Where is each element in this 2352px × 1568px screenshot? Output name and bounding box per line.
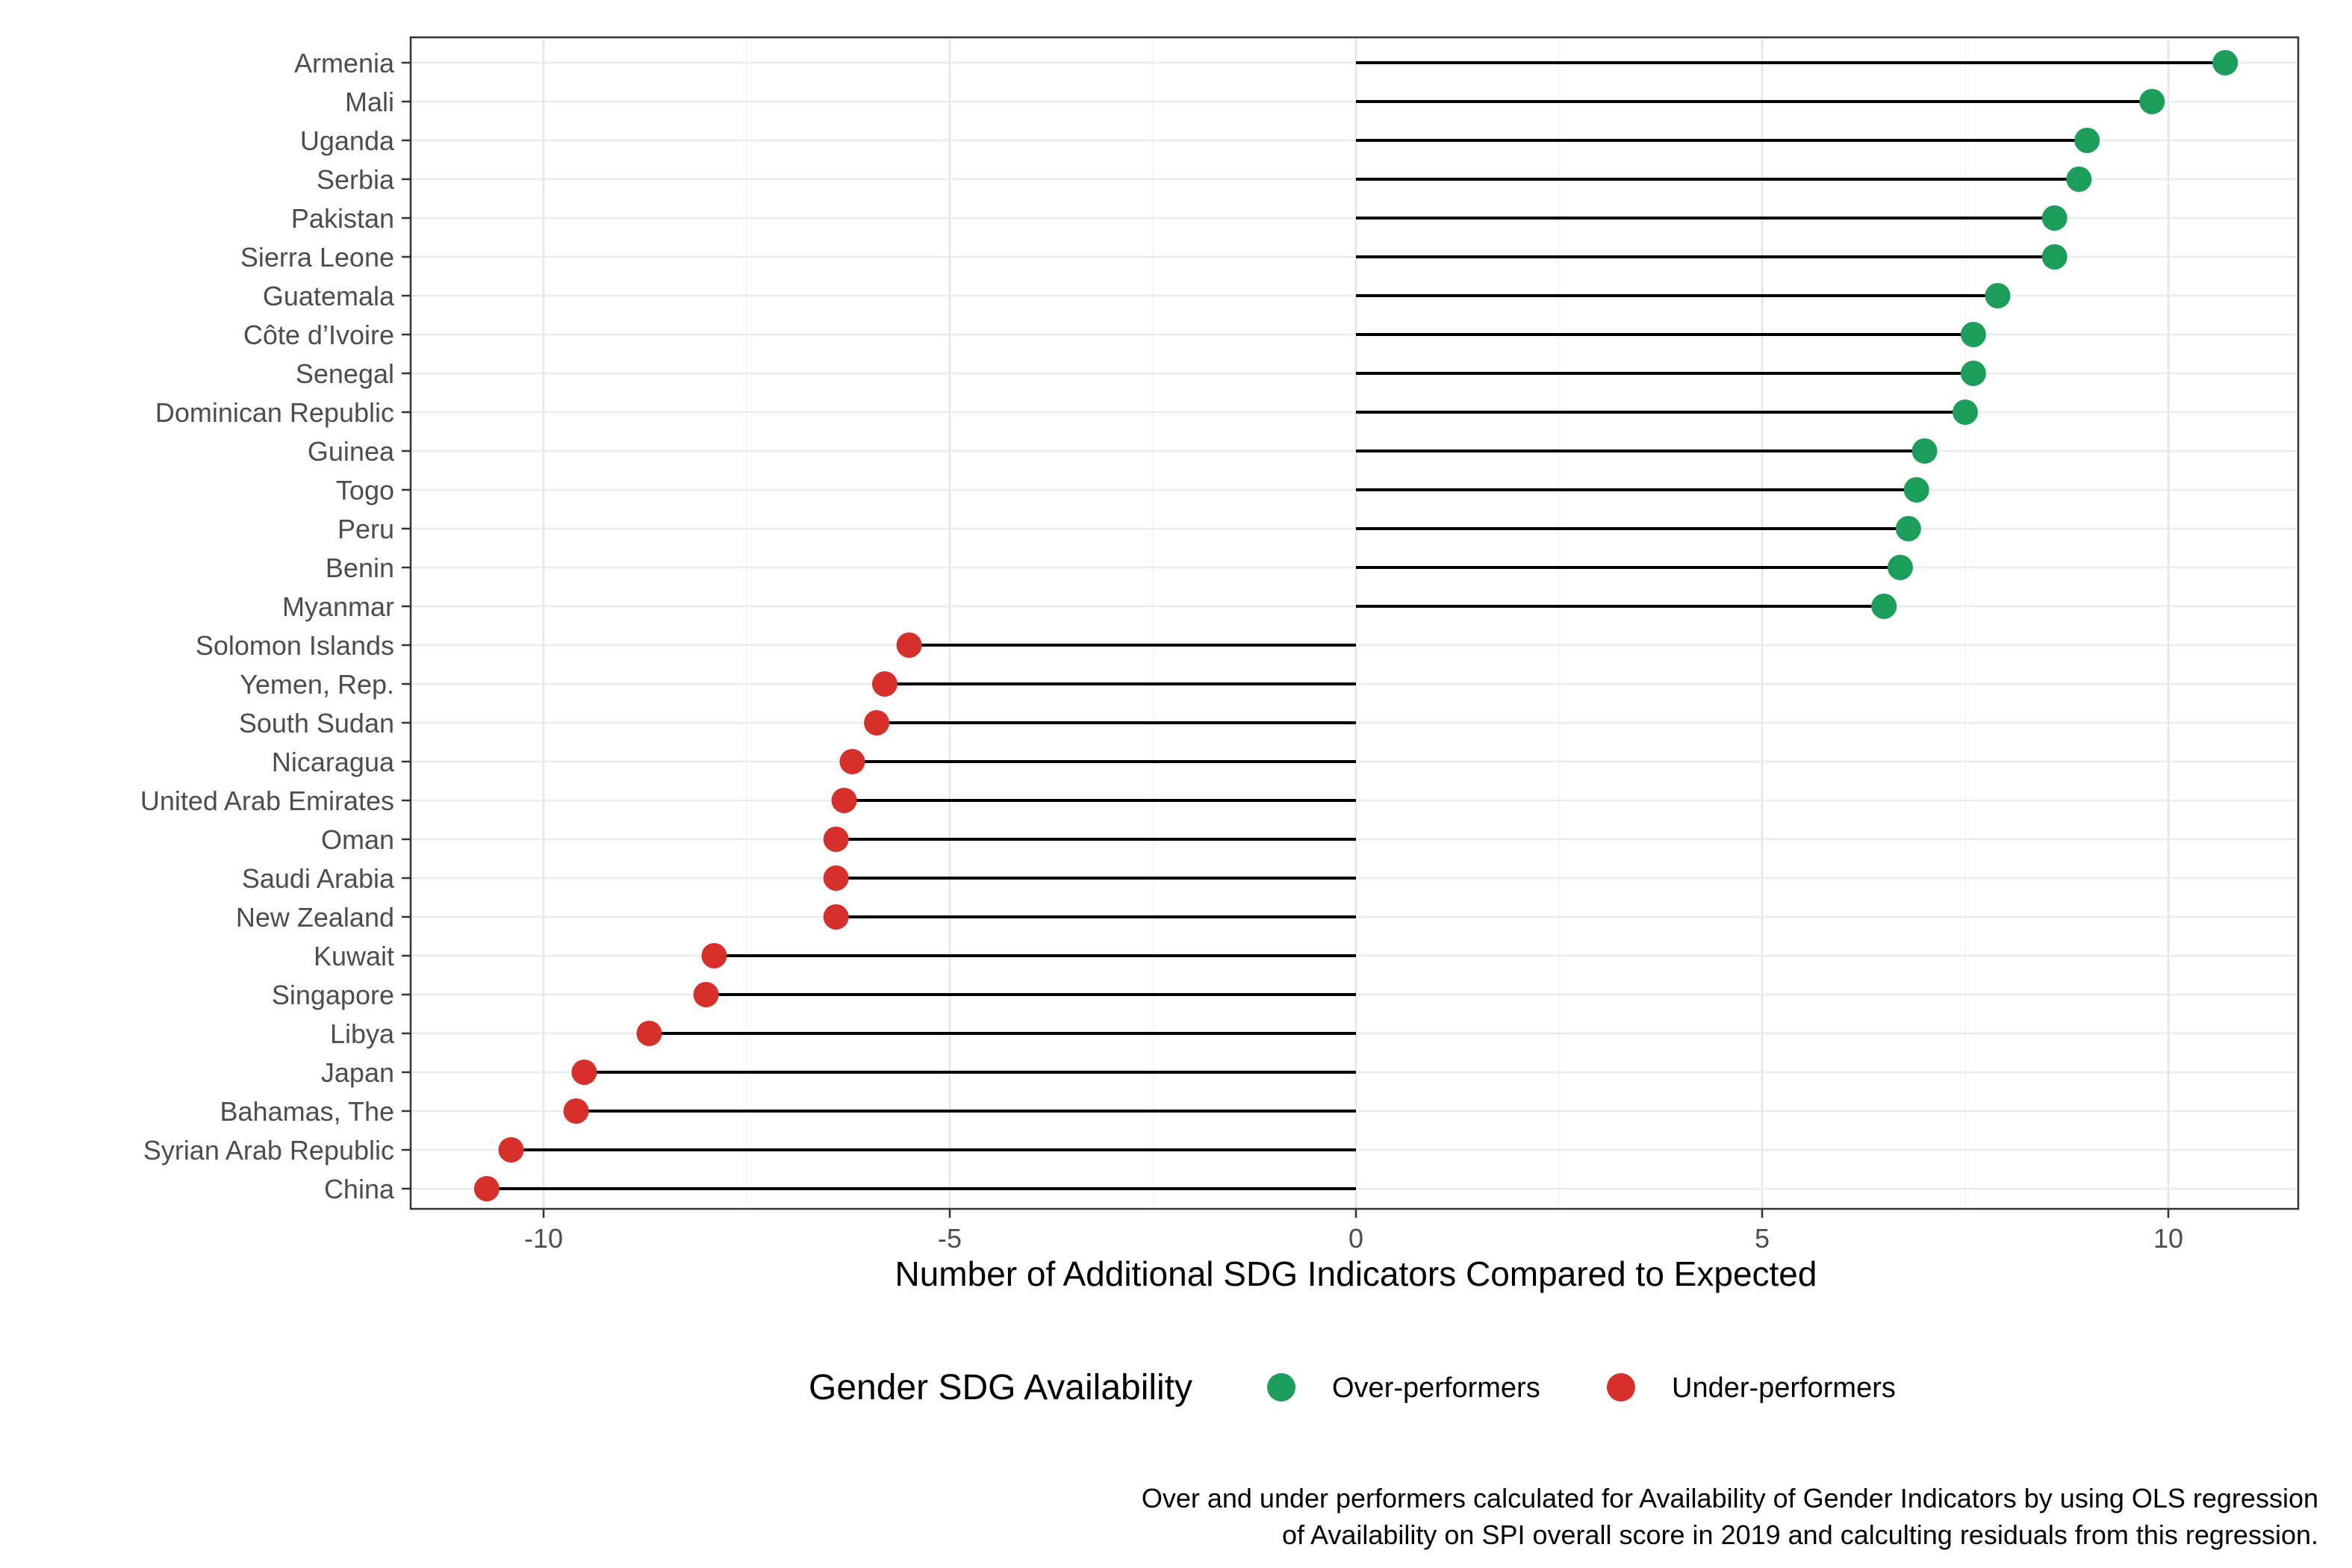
y-tick-label: Armenia (294, 48, 395, 78)
panel-border (409, 36, 2300, 1210)
y-tick-label: Sierra Leone (240, 242, 394, 273)
data-point (473, 1176, 500, 1201)
y-tick-label: China (324, 1174, 395, 1204)
y-tick-label: Bahamas, The (220, 1096, 394, 1127)
y-tick-label: Serbia (317, 164, 395, 195)
y-tick-label: New Zealand (236, 902, 394, 933)
data-point (2041, 244, 2068, 270)
legend: Gender SDG Availability Over-performers U… (809, 1368, 1896, 1407)
data-point (2139, 89, 2165, 114)
data-point (498, 1137, 524, 1163)
data-point (1871, 594, 1897, 619)
y-tick-label: Yemen, Rep. (240, 669, 394, 700)
data-point (2212, 50, 2239, 75)
y-tick-label: Syrian Arab Republic (143, 1135, 394, 1166)
x-tick-label: -10 (524, 1223, 563, 1254)
y-tick-label: Pakistan (291, 203, 394, 234)
y-tick-label: Kuwait (314, 941, 394, 971)
y-tick-label: Japan (321, 1057, 394, 1088)
data-point (823, 827, 849, 852)
y-tick-label: Saudi Arabia (242, 863, 395, 894)
y-tick-label: Myanmar (282, 591, 394, 622)
data-point (1985, 283, 2011, 308)
data-point (571, 1060, 597, 1085)
data-point (1960, 322, 1986, 347)
data-point (1953, 399, 1978, 425)
data-point (831, 788, 857, 813)
stem-layer (486, 61, 2226, 1190)
x-tick-label: 5 (1755, 1223, 1770, 1254)
caption-line-2: of Availability on SPI overall score in … (1282, 1519, 2318, 1550)
caption-line-1: Over and under performers calculated for… (1142, 1483, 2318, 1513)
data-point (823, 904, 849, 930)
data-point (864, 710, 890, 735)
y-tick-label: Singapore (272, 980, 394, 1010)
point-layer (473, 50, 2239, 1201)
data-point (701, 943, 727, 968)
data-point (1911, 438, 1938, 464)
y-tick-label: Senegal (296, 358, 394, 389)
y-tick-label: South Sudan (239, 708, 394, 738)
y-tick-label: Côte d’Ivoire (243, 320, 394, 350)
y-tick-label: Peru (337, 514, 394, 544)
y-tick-label: Solomon Islands (196, 630, 394, 661)
x-axis-ticks: -10 -5 0 5 10 (524, 1209, 2183, 1254)
legend-entries: Over-performers Under-performers (1267, 1372, 1896, 1404)
y-axis-labels: Armenia Mali Uganda Serbia Pakistan Sierra Le… (140, 48, 411, 1204)
y-tick-label: Mali (345, 87, 394, 117)
data-point (636, 1021, 662, 1046)
x-tick-label: 10 (2153, 1223, 2183, 1254)
data-point (1903, 477, 1929, 503)
y-tick-label: Oman (321, 824, 394, 855)
data-point (563, 1098, 589, 1124)
x-axis-title: Number of Additional SDG Indicators Comp… (895, 1254, 1817, 1293)
y-tick-label: Uganda (300, 125, 395, 156)
data-point (2041, 205, 2068, 231)
y-tick-label: Dominican Republic (155, 397, 394, 428)
data-point (839, 749, 865, 774)
legend-label: Over-performers (1332, 1372, 1540, 1404)
y-tick-label: Guinea (308, 436, 395, 467)
legend-key (1267, 1373, 1295, 1401)
data-point (871, 671, 897, 697)
legend-title: Gender SDG Availability (809, 1368, 1192, 1407)
x-tick-label: -5 (938, 1223, 962, 1254)
data-point (823, 865, 849, 891)
y-tick-label: Guatemala (263, 281, 395, 311)
data-point (896, 632, 922, 658)
y-tick-label: Nicaragua (272, 747, 395, 777)
data-point (1895, 516, 1921, 541)
data-point (1887, 555, 1913, 580)
data-point (2066, 167, 2092, 192)
y-tick-label: Libya (330, 1018, 395, 1049)
data-point (693, 982, 719, 1007)
legend-key (1607, 1373, 1635, 1401)
x-tick-label: 0 (1348, 1223, 1363, 1254)
y-tick-label: Benin (326, 553, 394, 583)
y-tick-label: United Arab Emirates (140, 785, 394, 816)
y-tick-label: Togo (336, 475, 394, 505)
caption: Over and under performers calculated for… (1142, 1483, 2318, 1550)
data-point (1960, 361, 1986, 386)
data-point (2074, 128, 2100, 153)
legend-label: Under-performers (1672, 1372, 1896, 1404)
